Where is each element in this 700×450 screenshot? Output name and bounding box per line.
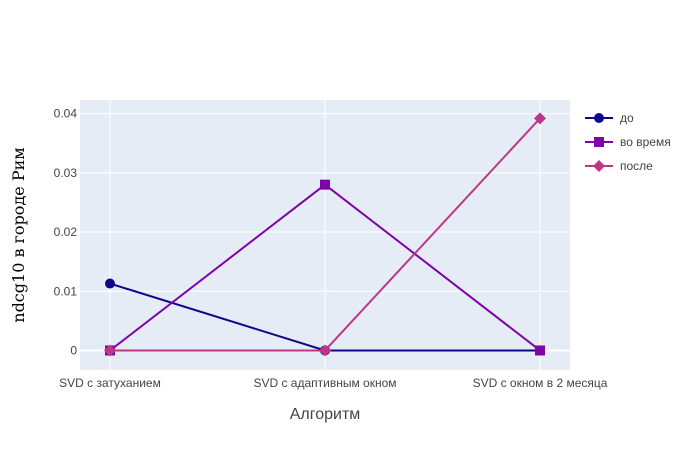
legend: до во время после bbox=[585, 111, 671, 173]
legend-label: после bbox=[620, 159, 653, 173]
y-tick-label: 0 bbox=[70, 343, 77, 357]
legend-item[interactable]: до bbox=[585, 111, 634, 125]
legend-marker-square bbox=[594, 137, 604, 147]
y-tick-label: 0.03 bbox=[54, 166, 78, 180]
x-tick-label: SVD с затуханием bbox=[59, 376, 161, 390]
y-tick-label: 0.04 bbox=[54, 107, 78, 121]
y-tick-label: 0.02 bbox=[54, 225, 78, 239]
series-layer bbox=[104, 112, 546, 357]
y-axis: 0 0.01 0.02 0.03 0.04 bbox=[54, 107, 78, 358]
data-point-diamond bbox=[319, 344, 331, 357]
y-tick-label: 0.01 bbox=[54, 284, 78, 298]
data-point-square bbox=[320, 179, 330, 190]
data-point-square bbox=[535, 345, 545, 356]
series-3 bbox=[104, 112, 546, 357]
x-axis-title: Алгоритм bbox=[290, 406, 361, 423]
data-point-circle bbox=[105, 278, 115, 289]
legend-marker-circle bbox=[594, 113, 604, 123]
legend-label: во время bbox=[620, 135, 671, 149]
x-axis: SVD с затуханием SVD с адаптивным окном SV… bbox=[59, 376, 608, 390]
legend-label: до bbox=[620, 111, 634, 125]
legend-marker-diamond bbox=[593, 160, 605, 172]
data-point-diamond bbox=[104, 344, 116, 357]
x-tick-label: SVD с окном в 2 месяца bbox=[473, 376, 608, 390]
x-tick-label: SVD с адаптивным окном bbox=[253, 376, 396, 390]
legend-item[interactable]: во время bbox=[585, 135, 671, 149]
legend-item[interactable]: после bbox=[585, 159, 653, 173]
y-axis-title: ndcg10 в городе Рим bbox=[9, 147, 28, 322]
data-point-diamond bbox=[534, 112, 546, 125]
